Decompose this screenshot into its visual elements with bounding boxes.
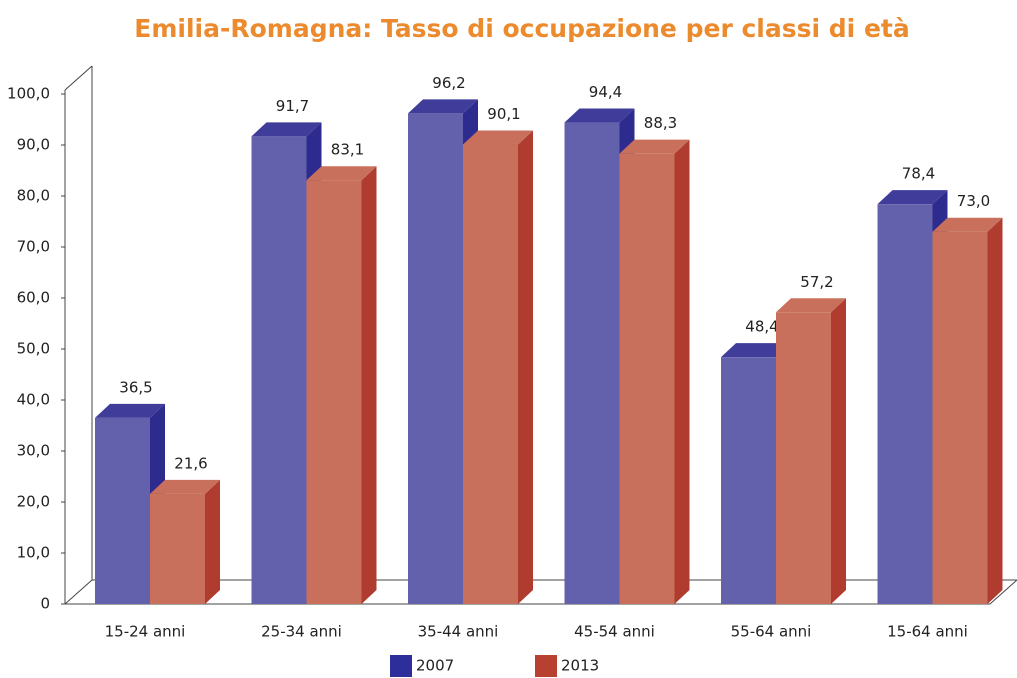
bar [564,122,620,604]
y-tick-label: 70,0 [17,238,50,256]
value-label: 90,1 [487,105,520,123]
bar-top [463,130,533,145]
y-tick-label: 40,0 [17,391,50,409]
value-label: 57,2 [800,273,833,291]
value-label: 88,3 [644,114,677,132]
value-label: 94,4 [589,83,622,101]
value-label: 36,5 [119,378,152,396]
bar [306,180,362,604]
bar-top [619,139,690,154]
bar-top [564,108,635,123]
y-tick-label: 0 [40,595,50,613]
bar-side [205,479,220,604]
bar [619,153,675,605]
bar-top [721,343,791,358]
x-tick-label: 55-64 anni [731,623,812,641]
value-label: 21,6 [174,454,207,472]
bar-side [361,166,377,604]
bar [463,144,518,605]
bar-top [95,403,165,418]
bar-side [831,298,846,604]
x-tick-label: 25-34 anni [261,623,342,641]
bar [251,136,307,604]
value-label: 73,0 [957,192,990,210]
value-label: 78,4 [902,165,935,183]
x-tick-label: 15-64 anni [887,623,968,641]
legend-label: 2013 [561,657,599,675]
bar-top [776,298,846,313]
bar-side [518,130,533,605]
bar [95,417,150,604]
chart-title: Emilia-Romagna: Tasso di occupazione per… [134,14,909,43]
bar [721,357,776,604]
bar-side [987,217,1003,604]
x-tick-label: 15-24 anni [105,623,186,641]
y-tick-label: 10,0 [17,544,50,562]
x-tick-label: 45-54 anni [574,623,655,641]
bar [776,312,831,604]
y-tick-label: 20,0 [17,493,50,511]
floor-front [64,90,1017,605]
bar-top [306,166,377,181]
y-tick-label: 60,0 [17,289,50,307]
bar-top [150,479,220,494]
bar [932,231,988,604]
bar-top [877,190,948,205]
value-label: 91,7 [276,97,309,115]
y-tick-label: 100,0 [7,85,50,103]
wall-edge [64,65,93,91]
y-tick-label: 80,0 [17,187,50,205]
legend-swatch [390,655,412,677]
y-tick-label: 90,0 [17,136,50,154]
bar-top [251,122,322,137]
bar-top [932,217,1003,232]
y-tick-label: 50,0 [17,340,50,358]
bar [150,493,205,604]
floor-edge [64,579,93,605]
y-tick-label: 30,0 [17,442,50,460]
value-label: 96,2 [432,74,465,92]
legend-swatch [535,655,557,677]
bar [408,113,463,604]
axes-frame [64,65,1017,605]
legend-label: 2007 [416,657,454,675]
value-label: 48,4 [745,318,778,336]
x-tick-label: 35-44 anni [418,623,499,641]
bar-side [674,139,690,605]
bar-top [408,99,478,114]
value-label: 83,1 [331,141,364,159]
bar [877,204,933,604]
